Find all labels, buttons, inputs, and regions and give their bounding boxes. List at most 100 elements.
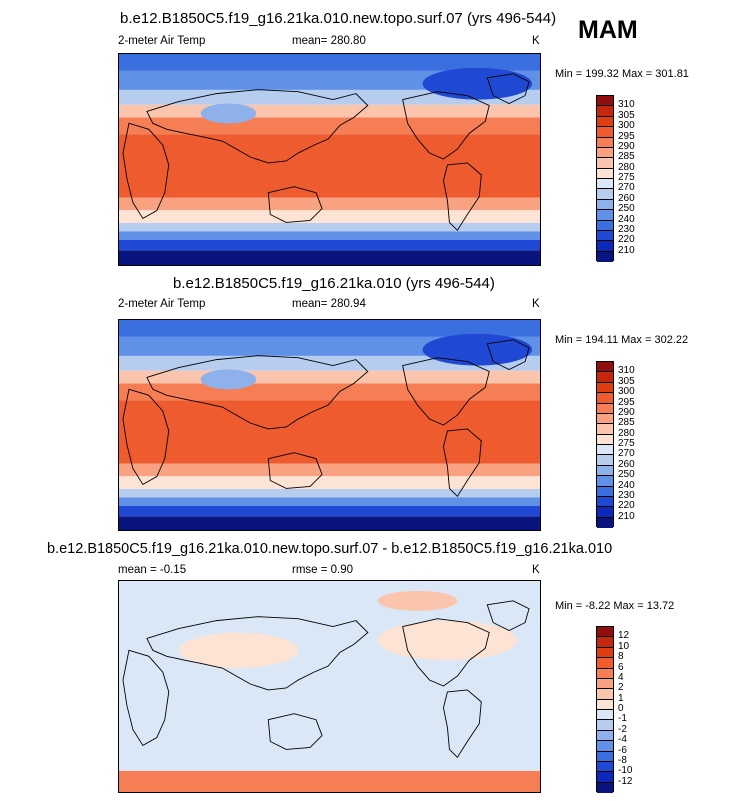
colorbar-tick-label: 275 xyxy=(618,438,635,449)
colorbar-tick-label: 300 xyxy=(618,120,635,132)
colorbar-tick-label: 270 xyxy=(618,182,635,194)
colorbar-tick-label: 300 xyxy=(618,386,635,398)
colorbar-swatch xyxy=(597,372,613,383)
temperature-band xyxy=(119,400,540,464)
colorbar-swatch xyxy=(597,730,613,742)
colorbar-tick-label: 250 xyxy=(618,469,635,481)
panel-top-mean: mean= 280.80 xyxy=(292,35,366,47)
colorbar-tick-label: 290 xyxy=(618,406,635,418)
anomaly-region xyxy=(119,770,540,792)
panel-bottom-map xyxy=(118,580,541,793)
coastline xyxy=(442,162,482,232)
cold-region xyxy=(200,103,257,124)
colorbar-swatch xyxy=(597,413,613,425)
coastline xyxy=(442,689,482,759)
cold-region xyxy=(422,67,533,100)
coastline xyxy=(486,73,530,105)
colorbar-tick-label: 12 xyxy=(618,630,630,642)
colorbar-tick-label: 220 xyxy=(618,500,635,512)
colorbar-swatch xyxy=(597,96,613,107)
colorbar-tick-label: 220 xyxy=(618,234,635,246)
panel-middle-colorbar xyxy=(596,361,614,528)
colorbar-swatch xyxy=(597,517,613,528)
colorbar-tick-label: 8 xyxy=(618,651,624,663)
colorbar-tick-label: -4 xyxy=(618,734,627,746)
colorbar-swatch xyxy=(597,424,613,435)
colorbar-swatch xyxy=(597,147,613,159)
colorbar-tick-label: 230 xyxy=(618,489,635,501)
colorbar-swatch xyxy=(597,647,613,659)
temperature-band xyxy=(119,222,540,232)
colorbar-tick-label: 280 xyxy=(618,427,635,439)
coastline xyxy=(122,649,170,747)
temperature-band xyxy=(119,581,540,792)
colorbar-tick-label: 4 xyxy=(618,671,624,683)
colorbar-swatch xyxy=(597,116,613,128)
colorbar-swatch xyxy=(597,699,613,710)
panel-bottom-colorbar xyxy=(596,626,614,793)
panel-middle-map-field xyxy=(119,320,540,530)
colorbar-swatch xyxy=(597,210,613,221)
temperature-band xyxy=(119,54,540,71)
panel-middle-mean: mean= 280.94 xyxy=(292,298,366,310)
cold-region xyxy=(200,369,257,390)
panel-middle-map xyxy=(118,319,541,531)
colorbar-tick-label: 1 xyxy=(618,692,624,704)
colorbar-swatch xyxy=(597,241,613,252)
anomaly-region xyxy=(178,632,299,669)
colorbar-tick-label: 270 xyxy=(618,448,635,460)
coastline xyxy=(267,452,323,489)
temperature-band xyxy=(119,197,540,211)
colorbar-swatch xyxy=(597,751,613,762)
panel-top-map-field xyxy=(119,54,540,265)
coastline xyxy=(442,428,482,498)
colorbar-tick-label: 310 xyxy=(618,99,635,111)
anomaly-region xyxy=(377,620,518,661)
colorbar-swatch xyxy=(597,668,613,679)
season-label: MAM xyxy=(578,16,638,44)
colorbar-swatch xyxy=(597,720,613,731)
coastline xyxy=(267,713,323,750)
panel-middle-title: b.e12.B1850C5.f19_g16.21ka.010 (yrs 496-… xyxy=(173,275,495,292)
colorbar-tick-label: 295 xyxy=(618,396,635,408)
colorbar-swatch xyxy=(597,393,613,404)
colorbar-tick-label: 275 xyxy=(618,172,635,183)
colorbar-tick-label: 210 xyxy=(618,510,635,522)
colorbar-tick-label: -8 xyxy=(618,754,627,766)
colorbar-tick-label: 285 xyxy=(618,151,635,163)
colorbar-swatch xyxy=(597,251,613,262)
colorbar-tick-label: 305 xyxy=(618,375,635,387)
colorbar-swatch xyxy=(597,496,613,508)
temperature-band xyxy=(119,497,540,506)
panel-top-map xyxy=(118,53,541,266)
colorbar-tick-label: 230 xyxy=(618,223,635,235)
colorbar-swatch xyxy=(597,741,613,752)
cold-region xyxy=(422,333,533,366)
colorbar-swatch xyxy=(597,772,613,783)
panel-bottom-title: b.e12.B1850C5.f19_g16.21ka.010.new.topo.… xyxy=(47,541,613,557)
colorbar-swatch xyxy=(597,220,613,231)
colorbar-swatch xyxy=(597,486,613,497)
colorbar-tick-label: 0 xyxy=(618,703,624,714)
colorbar-tick-label: 280 xyxy=(618,161,635,173)
panel-top-title: b.e12.B1850C5.f19_g16.21ka.010.new.topo.… xyxy=(120,10,557,27)
colorbar-swatch xyxy=(597,434,613,445)
colorbar-swatch xyxy=(597,158,613,169)
temperature-band xyxy=(119,383,540,401)
colorbar-swatch xyxy=(597,179,613,190)
coastline xyxy=(146,616,369,691)
temperature-band xyxy=(119,239,540,251)
colorbar-swatch xyxy=(597,403,613,414)
temperature-band xyxy=(119,250,540,265)
colorbar-tick-label: -12 xyxy=(618,775,633,787)
temperature-band xyxy=(119,463,540,477)
coastline xyxy=(402,357,490,426)
panel-top-units: K xyxy=(532,35,540,47)
colorbar-swatch xyxy=(597,761,613,773)
colorbar-tick-label: 295 xyxy=(618,130,635,142)
panel-bottom-mean: mean = -0.15 xyxy=(118,564,187,576)
panel-top-variable: 2-meter Air Temp xyxy=(118,35,206,47)
colorbar-swatch xyxy=(597,637,613,648)
colorbar-swatch xyxy=(597,678,613,690)
colorbar-swatch xyxy=(597,168,613,179)
